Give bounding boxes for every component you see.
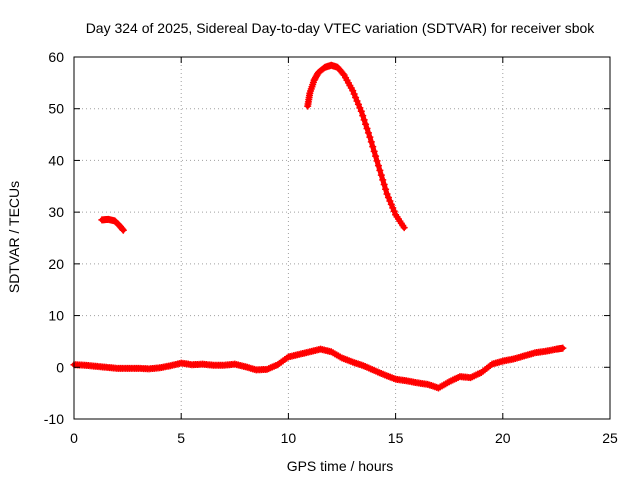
x-tick-label: 10	[281, 430, 297, 446]
data-point-marker	[369, 143, 377, 151]
y-tick-label: 40	[48, 152, 64, 168]
data-point-marker	[364, 129, 372, 137]
data-point-marker	[559, 344, 567, 352]
grid-lines	[74, 57, 610, 419]
data-point-marker	[366, 133, 374, 141]
data-point-marker	[389, 204, 397, 212]
data-point-marker	[360, 116, 368, 124]
y-tick-label: 60	[48, 49, 64, 65]
y-tick-label: 10	[48, 308, 64, 324]
data-point-marker	[349, 87, 357, 95]
y-tick-label: -10	[44, 411, 64, 427]
data-point-marker	[356, 104, 364, 112]
data-point-marker	[367, 138, 375, 146]
plot-frame	[73, 56, 611, 420]
data-series	[70, 61, 567, 392]
data-point-marker	[374, 162, 382, 170]
y-axis-label: SDTVAR / TECUs	[6, 181, 22, 293]
data-point-marker	[350, 90, 358, 98]
x-tick-label: 25	[602, 430, 618, 446]
series-sdtvar-baseline	[70, 344, 567, 392]
data-point-marker	[119, 226, 127, 234]
series-sdtvar-short-arc	[98, 215, 127, 234]
y-tick-label: 20	[48, 256, 64, 272]
data-point-marker	[373, 157, 381, 165]
x-tick-label: 15	[388, 430, 404, 446]
data-point-marker	[390, 207, 398, 215]
data-point-marker	[362, 120, 370, 128]
y-tick-label: 50	[48, 101, 64, 117]
chart-title: Day 324 of 2025, Sidereal Day-to-day VTE…	[86, 20, 596, 36]
series-sdtvar-high-arc	[304, 61, 408, 232]
data-point-marker	[339, 70, 347, 78]
data-point-marker	[377, 171, 385, 179]
data-point-marker	[363, 125, 371, 133]
y-tick-label: 0	[56, 359, 64, 375]
data-point-marker	[357, 107, 365, 115]
data-point-marker	[387, 200, 395, 208]
data-point-marker	[376, 166, 384, 174]
data-point-marker	[382, 185, 390, 193]
x-tick-label: 5	[177, 430, 185, 446]
x-axis-label: GPS time / hours	[287, 458, 394, 474]
data-point-marker	[400, 224, 408, 232]
data-point-marker	[354, 100, 362, 108]
data-point-marker	[370, 147, 378, 155]
axis-ticks: 0 5 10 15 20 25 -10 0 10 20 30 40 50 60	[44, 49, 618, 446]
x-tick-label: 0	[70, 430, 78, 446]
data-point-marker	[352, 94, 360, 102]
data-point-marker	[384, 193, 392, 201]
data-point-marker	[380, 181, 388, 189]
x-tick-label: 20	[495, 430, 511, 446]
data-point-marker	[386, 197, 394, 205]
y-tick-label: 30	[48, 204, 64, 220]
data-point-marker	[383, 190, 391, 198]
data-point-marker	[353, 97, 361, 105]
data-point-marker	[359, 112, 367, 120]
data-point-marker	[379, 176, 387, 184]
data-point-marker	[372, 152, 380, 160]
